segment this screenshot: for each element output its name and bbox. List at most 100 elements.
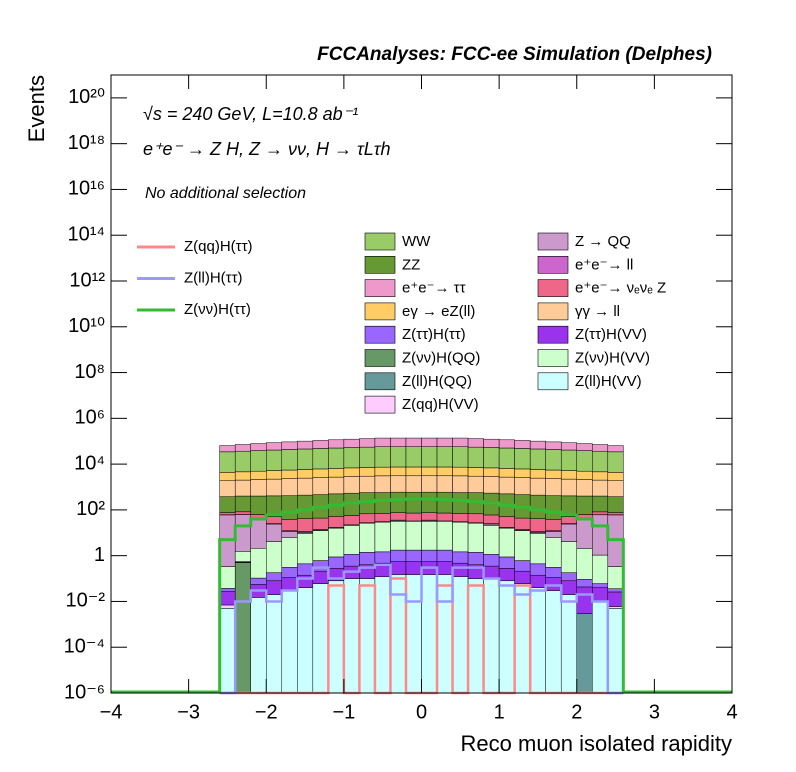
bar-segment [607,480,624,497]
bar-segment [498,476,515,495]
bar-segment [234,514,251,552]
x-tick-label: 4 [726,701,737,723]
bar-segment [250,597,267,694]
bar-segment [452,551,469,564]
bar-segment [359,467,376,477]
bar-segment [297,477,314,496]
bar-segment [359,446,376,468]
bar-segment [560,523,577,542]
legend-swatch [364,302,396,321]
bar-segment [266,580,283,595]
bar-segment [405,475,422,493]
bar-segment [374,475,391,493]
bar-segment [514,517,531,530]
bar-segment [405,491,422,514]
bar-segment [483,447,500,469]
bar-segment [560,572,577,582]
signal-line [218,497,625,693]
bar-segment [436,437,453,447]
y-tick-label: 10⁶ [75,407,105,429]
bar-segment [467,552,484,566]
bar-segment [390,561,407,575]
bar-segment [266,449,283,471]
bar-segment [297,518,314,532]
bar-segment [312,570,329,584]
bar-segment [483,525,500,555]
bar-segment [560,580,577,595]
bar-segment [452,437,469,447]
bar-segment [592,479,609,497]
bar-segment [436,466,453,477]
legend-swatch [364,279,396,297]
bar-segment [545,449,562,471]
legend-swatch [364,349,396,367]
bar-segment [405,549,422,562]
bar-segment [250,443,267,451]
legend-label: Z(νν)H(QQ) [402,349,480,366]
bar-segment [545,478,562,496]
bar-segment [560,478,577,497]
bar-segment [452,562,469,577]
bar-segment [576,479,593,497]
bar-segment [436,446,453,468]
bar-segment [576,579,593,588]
y-axis-label: Events [24,75,49,142]
bar-segment [312,560,329,572]
bar-segment [607,608,624,694]
bar-segment [359,475,376,493]
bar-segment [436,512,453,522]
legend-swatch [537,325,569,344]
bar-segment [297,440,314,450]
legend-label: γγ → ll [575,303,620,320]
bar-segment [467,492,484,515]
bar-segment [390,491,407,513]
bar-segment [219,604,236,609]
legend-swatch [364,395,396,414]
x-tick-label: 2 [571,701,582,723]
bar-segment [405,446,422,468]
legend-label: Z(ll)H(VV) [575,373,642,390]
legend-label: Z(qq)H(ττ) [184,238,253,255]
x-tick-label: 3 [649,701,660,723]
legend-swatch [364,325,396,344]
bar-segment [359,522,376,553]
bar-segment [467,522,484,553]
bar-segment [545,469,562,479]
bar-segment [328,476,345,495]
bar-segment [514,477,531,495]
bar-segment [390,512,407,521]
bar-segment [250,518,267,549]
y-tick-label: 10⁻⁴ [64,636,105,658]
legend-swatch [537,255,569,274]
bar-segment [219,566,236,589]
bar-segment [467,513,484,523]
bar-segment [592,511,609,515]
bar-segment [312,583,329,694]
y-tick-label: 10¹⁰ [68,315,105,337]
bar-segment [514,468,531,478]
bar-segment [390,549,407,562]
bar-segment [312,477,329,495]
bar-segment [343,578,360,694]
bar-segment [359,578,376,694]
bar-segment [452,521,469,553]
bar-segment [281,519,298,531]
bar-segment [545,590,562,694]
legend-swatch [364,232,396,251]
bar-segment [560,470,577,480]
bar-segment [576,495,593,515]
bar-segment [498,568,515,582]
bar-segment [545,537,562,568]
bar-segment [452,513,469,522]
bar-segment [576,548,593,580]
bar-segment [281,567,298,578]
bar-segment [529,518,546,532]
bar-segment [281,449,298,471]
bar-segment [405,521,422,551]
bar-segment [514,440,531,449]
bar-segment [514,448,531,470]
bar-segment [592,495,609,513]
bar-segment [467,578,484,694]
legend-label: e⁺e⁻→ ττ [402,280,466,297]
